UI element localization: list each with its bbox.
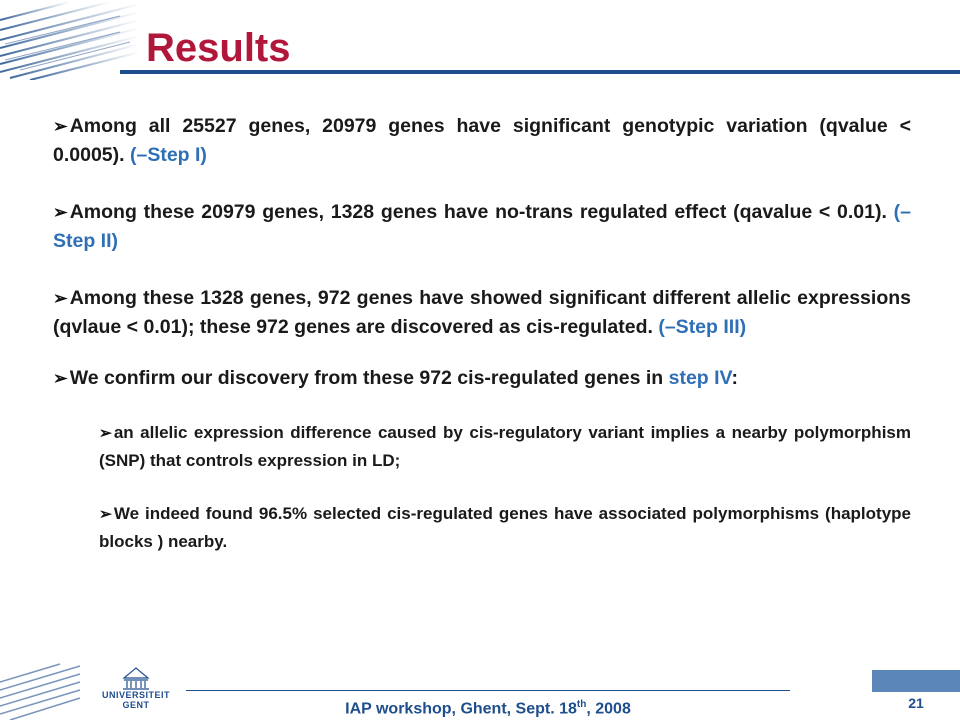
bullet-step-1: ➢ Among all 25527 genes, 20979 genes have… xyxy=(53,112,911,170)
bullet-suffix: : xyxy=(731,367,739,389)
bullet-text: We confirm our discovery from these 972 … xyxy=(69,367,664,389)
sub-bullet-haplotype: ➢ We indeed found 96.5% selected cis-regu… xyxy=(99,500,911,555)
footer-event: IAP workshop, Ghent, Sept. 18th, 2008 xyxy=(186,694,790,720)
slide-body: ➢ Among all 25527 genes, 20979 genes have… xyxy=(53,112,911,555)
slide-title: Results xyxy=(146,26,291,70)
sub-bullet-text: We indeed found 96.5% selected cis-regul… xyxy=(99,504,911,551)
sub-bullet-text: an allelic expression difference caused … xyxy=(99,423,911,470)
footer-divider xyxy=(186,690,790,691)
arrow-bullet-icon: ➢ xyxy=(99,506,112,523)
arrow-bullet-icon: ➢ xyxy=(53,202,68,222)
arrow-bullet-icon: ➢ xyxy=(99,425,112,442)
bullet-text: Among all 25527 genes, 20979 genes have … xyxy=(53,115,911,166)
university-building-icon xyxy=(122,667,150,690)
bullet-step-4: ➢ We confirm our discovery from these 972… xyxy=(53,364,911,393)
bullet-text: Among these 20979 genes, 1328 genes have… xyxy=(69,201,887,223)
footer-event-year: , 2008 xyxy=(586,700,631,718)
footer-event-sup: th xyxy=(576,699,587,710)
sub-bullet-ld: ➢ an allelic expression difference caused… xyxy=(99,419,911,474)
logo-line-1: UNIVERSITEIT xyxy=(101,690,170,700)
arrow-bullet-icon: ➢ xyxy=(53,116,68,136)
bullet-text: Among these 1328 genes, 972 genes have s… xyxy=(53,287,911,338)
page-number-box xyxy=(872,670,960,692)
step-label: (–Step III) xyxy=(658,316,747,338)
university-logo-text: UNIVERSITEIT GENT xyxy=(96,690,176,710)
step-label: step IV xyxy=(668,367,732,389)
footer-decoration xyxy=(0,663,81,720)
page-number: 21 xyxy=(908,695,924,711)
arrow-bullet-icon: ➢ xyxy=(53,288,68,308)
step-label: (–Step II) xyxy=(53,201,911,252)
header-decoration xyxy=(0,1,141,80)
bullet-step-3: ➢ Among these 1328 genes, 972 genes have … xyxy=(53,284,911,342)
arrow-bullet-icon: ➢ xyxy=(53,368,68,388)
bullet-step-2: ➢ Among these 20979 genes, 1328 genes hav… xyxy=(53,198,911,256)
step-label: (–Step I) xyxy=(129,144,207,166)
footer-event-text: IAP workshop, Ghent, Sept. 18 xyxy=(345,700,577,718)
title-divider xyxy=(120,70,960,74)
logo-line-2: GENT xyxy=(122,700,150,710)
